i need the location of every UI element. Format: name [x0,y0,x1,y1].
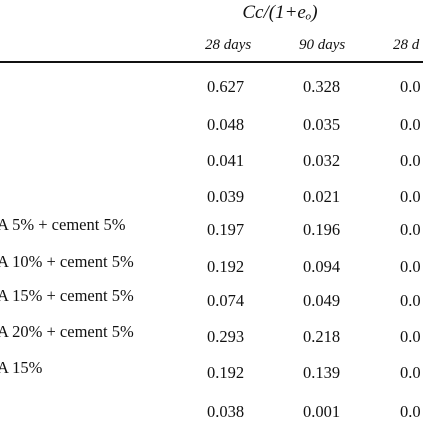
column-group-header: Cc/(1+eₒ) [242,2,318,23]
cell-28-days-2: 0.0 [400,220,421,239]
cell-90-days: 0.328 [303,77,341,96]
cell-90-days: 0.035 [303,115,341,134]
cell-28-days: 0.197 [207,220,245,239]
cell-28-days: 0.074 [207,291,245,310]
row-label: A 15% + cement 5% [0,286,134,305]
cell-90-days: 0.001 [303,402,341,421]
cell-28-days: 0.192 [207,257,245,276]
cell-28-days-2: 0.0 [400,327,421,346]
cell-28-days-2: 0.0 [400,257,421,276]
cell-28-days: 0.192 [207,363,245,382]
cell-90-days: 0.032 [303,151,341,170]
cell-28-days-2: 0.0 [400,187,421,206]
cell-90-days: 0.218 [303,327,341,346]
cell-28-days: 0.293 [207,327,245,346]
header-rule [0,61,423,63]
cell-28-days: 0.041 [207,151,245,170]
column-header-28-days-2: 28 d [393,37,420,53]
cell-28-days-2: 0.0 [400,115,421,134]
row-label: A 20% + cement 5% [0,322,134,341]
cell-28-days: 0.627 [207,77,245,96]
cell-90-days: 0.049 [303,291,341,310]
column-header-28-days: 28 days [205,37,252,53]
row-label: A 5% + cement 5% [0,215,126,234]
cell-28-days-2: 0.0 [400,151,421,170]
cell-90-days: 0.094 [303,257,341,276]
cell-28-days: 0.038 [207,402,245,421]
row-label: A 15% [0,358,43,377]
cell-90-days: 0.196 [303,220,341,239]
cell-28-days: 0.039 [207,187,245,206]
column-header-90-days: 90 days [299,37,346,53]
cell-28-days: 0.048 [207,115,245,134]
cell-28-days-2: 0.0 [400,402,421,421]
cell-28-days-2: 0.0 [400,291,421,310]
row-label: A 10% + cement 5% [0,252,134,271]
cell-90-days: 0.139 [303,363,341,382]
cell-28-days-2: 0.0 [400,363,421,382]
cell-28-days-2: 0.0 [400,77,421,96]
cell-90-days: 0.021 [303,187,341,206]
